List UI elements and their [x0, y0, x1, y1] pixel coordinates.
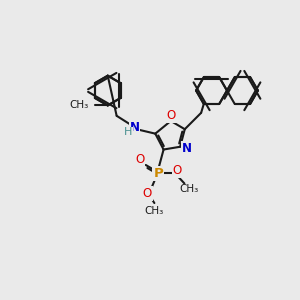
Text: N: N	[182, 142, 192, 155]
Text: P: P	[153, 167, 163, 180]
Text: H: H	[124, 128, 132, 137]
Text: CH₃: CH₃	[179, 184, 199, 194]
Text: CH₃: CH₃	[145, 206, 164, 216]
Text: O: O	[142, 187, 152, 200]
Text: CH₃: CH₃	[70, 100, 89, 110]
Text: N: N	[130, 121, 140, 134]
Text: O: O	[172, 164, 182, 177]
Text: O: O	[135, 153, 144, 166]
Text: O: O	[167, 109, 176, 122]
